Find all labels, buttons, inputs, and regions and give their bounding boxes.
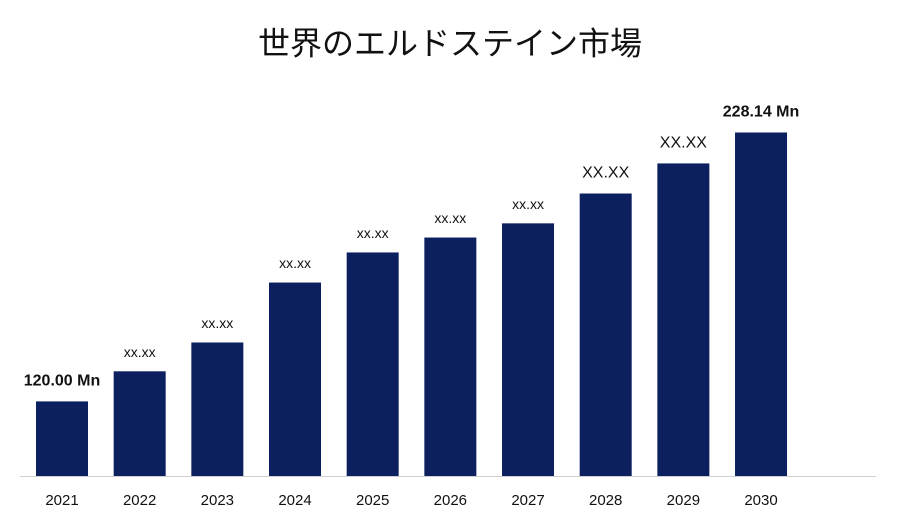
bar	[346, 252, 399, 476]
x-tick-label: 2021	[45, 492, 78, 509]
value-label: XX.XX	[660, 135, 707, 152]
value-label: 228.14 Mn	[723, 104, 799, 121]
bar	[579, 193, 632, 477]
bar	[113, 371, 166, 476]
value-label: XX.XX	[582, 165, 629, 182]
chart-title: 世界のエルドステイン市場	[258, 25, 642, 63]
x-tick-label: 2026	[434, 492, 467, 509]
x-tick-label: 2023	[201, 492, 234, 509]
value-label: xx.xx	[512, 196, 544, 212]
x-tick-label: 2029	[667, 492, 700, 509]
bar	[191, 342, 244, 476]
value-label: xx.xx	[201, 315, 233, 331]
bar	[269, 282, 322, 476]
x-tick-label: 2030	[744, 492, 777, 509]
x-tick-label: 2028	[589, 492, 622, 509]
x-tick-label: 2027	[511, 492, 544, 509]
bar	[424, 237, 477, 476]
value-label: xx.xx	[279, 255, 311, 271]
x-tick-label: 2022	[123, 492, 156, 509]
x-tick-label: 2025	[356, 492, 389, 509]
value-label: xx.xx	[124, 344, 156, 360]
bar	[36, 401, 88, 476]
value-label: xx.xx	[434, 210, 466, 226]
value-label: xx.xx	[357, 225, 389, 241]
bar	[657, 163, 710, 476]
x-tick-label: 2024	[278, 492, 311, 509]
bar	[735, 132, 788, 476]
bar	[502, 223, 555, 476]
value-label: 120.00 Mn	[24, 373, 100, 390]
